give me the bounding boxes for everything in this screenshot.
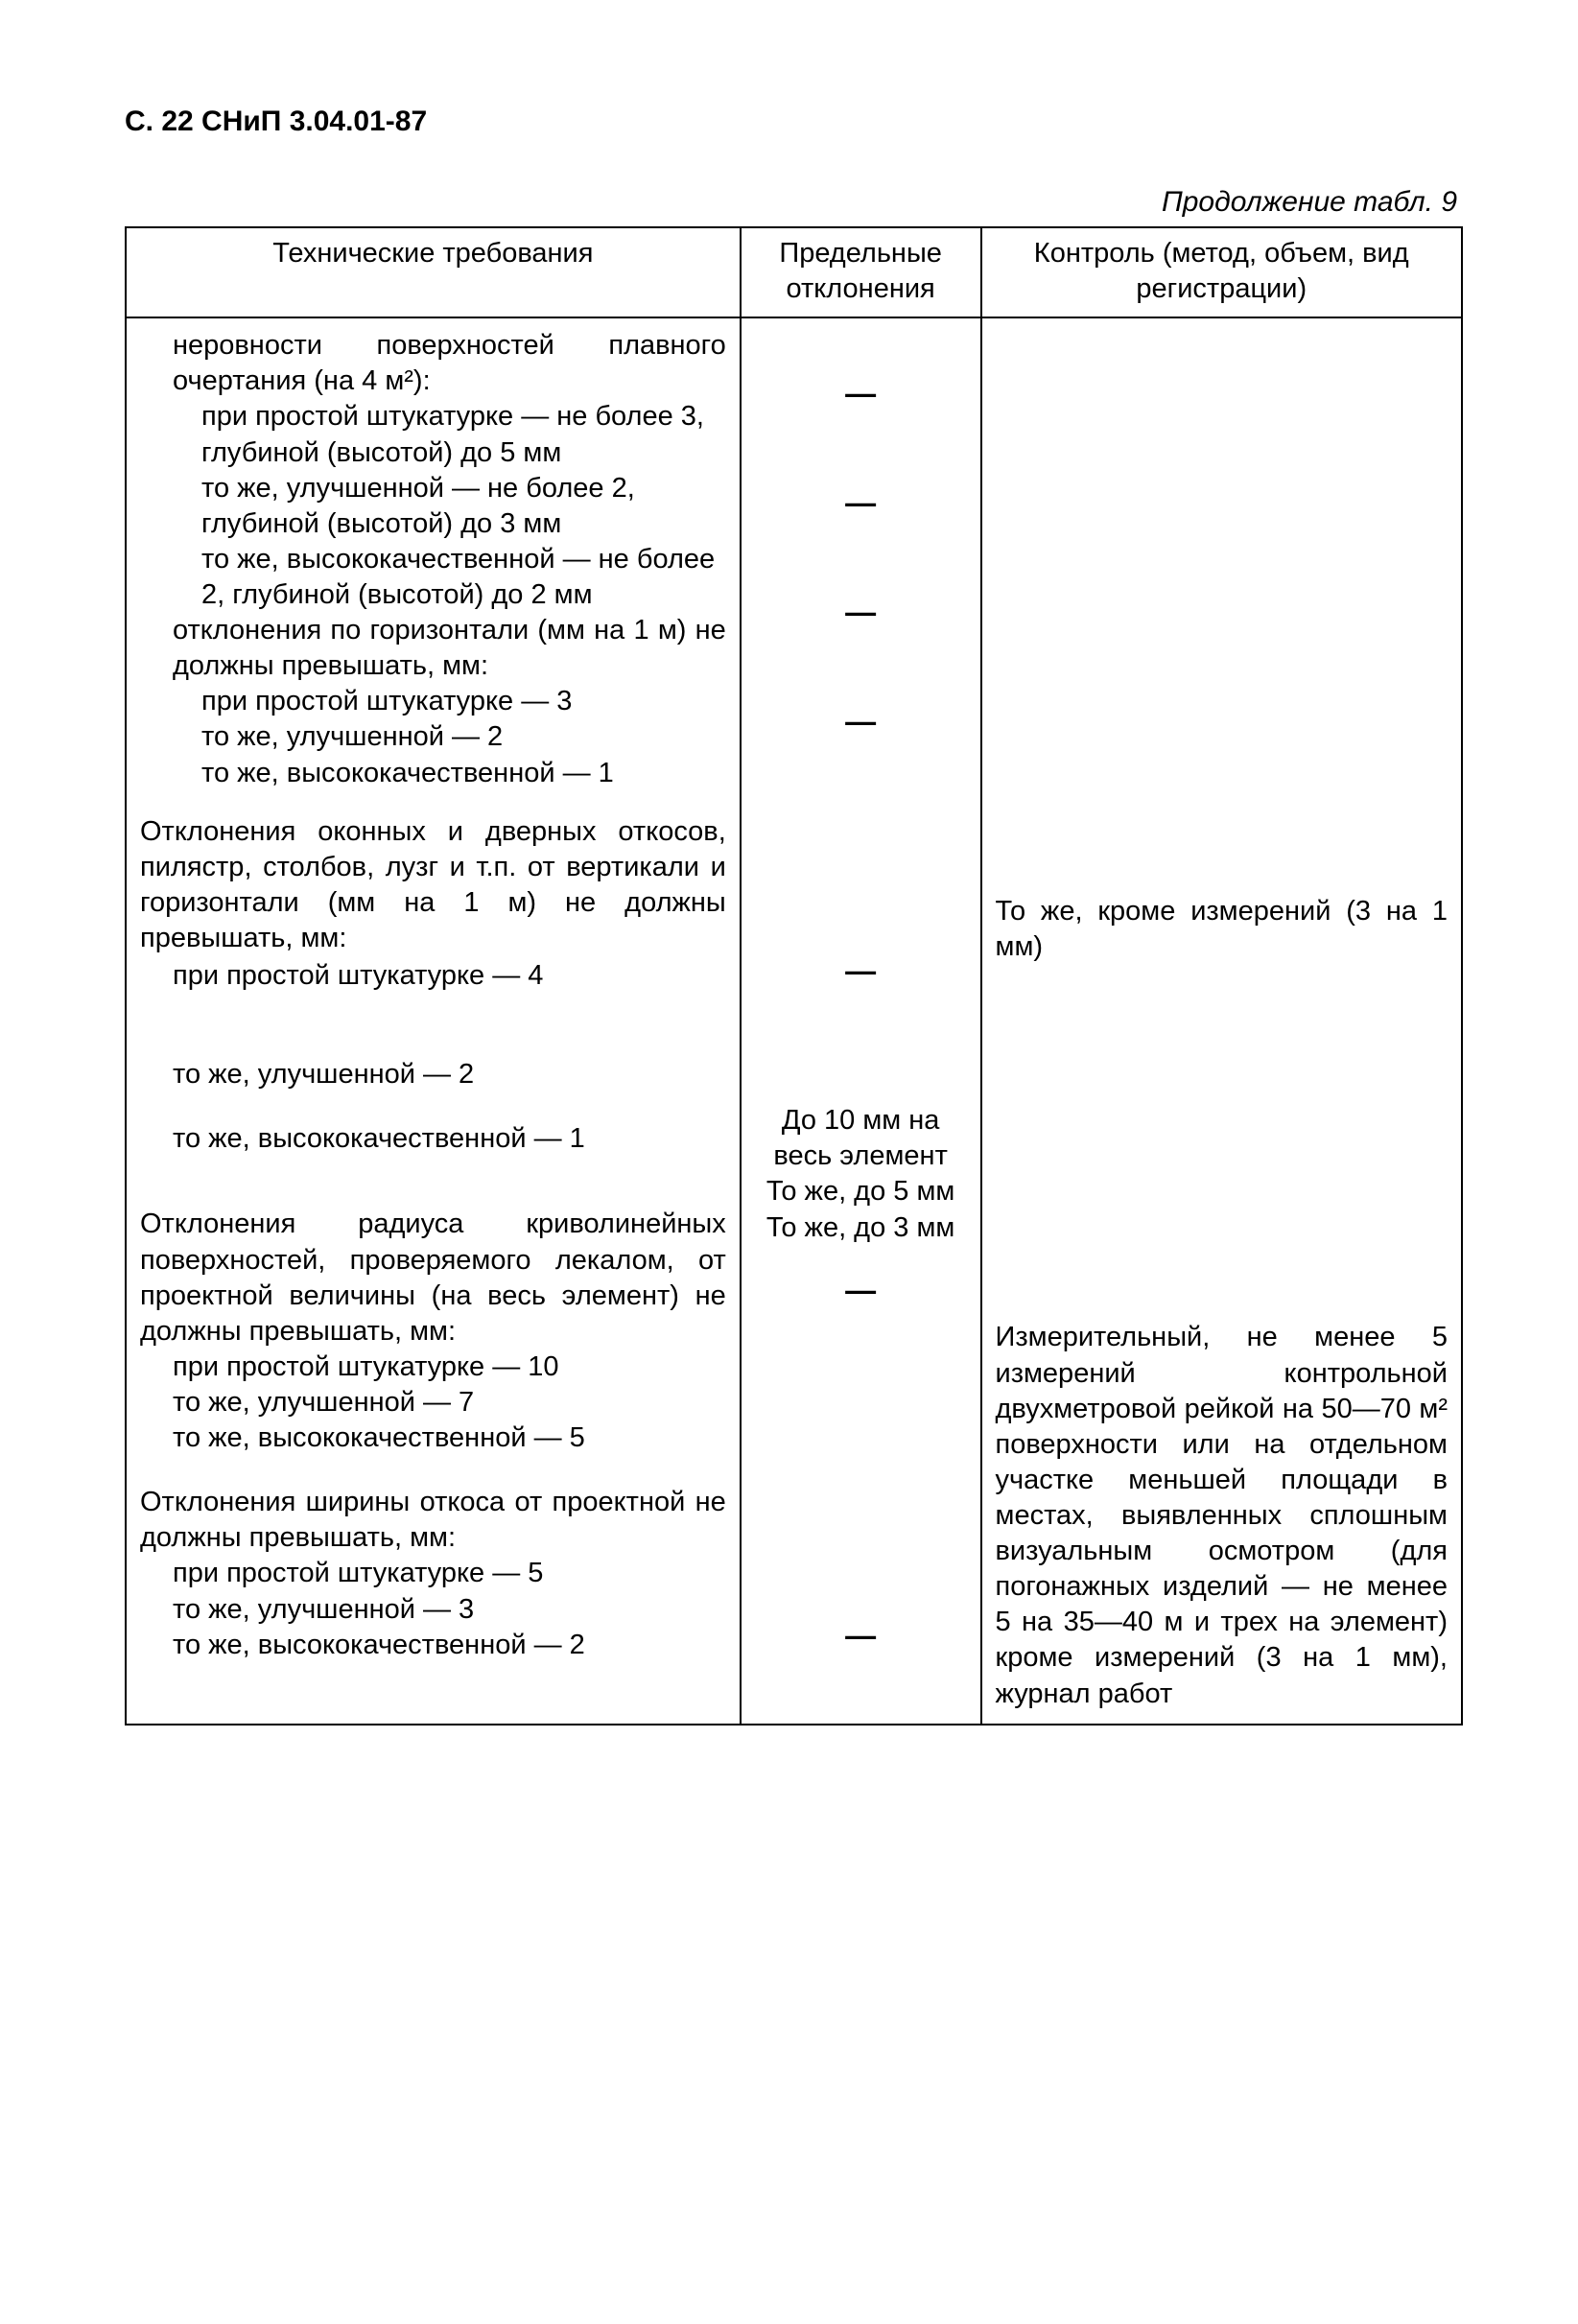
dash-icon: — — [755, 702, 967, 740]
spacer — [755, 740, 967, 951]
req-text: отклонения по горизонтали (мм на 1 м) не… — [140, 613, 726, 684]
req-text: при простой штукатурке — 5 — [140, 1556, 726, 1591]
dash-icon: — — [755, 483, 967, 522]
col-header-requirements: Технические требования — [126, 227, 741, 317]
req-text: то же, высококачественной — 5 — [140, 1420, 726, 1456]
req-text: при простой штукатурке — 4 — [140, 958, 726, 994]
spacer — [755, 990, 967, 1103]
req-block-2: Отклонения оконных и дверных откосов, пи… — [140, 814, 726, 1185]
req-text: то же, высококачественной — 2 — [140, 1628, 726, 1663]
ctrl-text: Измерительный, не менее 5 измерений конт… — [996, 1320, 1448, 1711]
spacer — [755, 522, 967, 593]
cell-requirements: неровности поверхностей плавного очертан… — [126, 317, 741, 1724]
cell-control: То же, кроме измерений (3 на 1 мм) Измер… — [981, 317, 1463, 1724]
req-text: неровности поверхностей плавного очертан… — [140, 328, 726, 399]
col-header-deviations: Предельные отклонения — [741, 227, 981, 317]
req-block-1: неровности поверхностей плавного очертан… — [140, 328, 726, 790]
table-body-row: неровности поверхностей плавного очертан… — [126, 317, 1462, 1724]
req-text: то же, высококачественной — 1 — [140, 756, 726, 791]
dash-icon: — — [755, 593, 967, 631]
req-text: то же, высококачественной — не более 2, … — [140, 542, 726, 613]
dev-stack: — — — — — До 10 мм на весь элемент То же… — [755, 328, 967, 1654]
spacer — [140, 1456, 726, 1485]
req-text: Отклонения оконных и дверных откосов, пи… — [140, 814, 726, 956]
table-caption: Продолжение табл. 9 — [125, 186, 1463, 219]
cell-deviations: — — — — — До 10 мм на весь элемент То же… — [741, 317, 981, 1724]
req-text: при простой штукатурке — не более 3, глу… — [140, 399, 726, 470]
col-header-control: Контроль (метод, объем, вид регистрации) — [981, 227, 1463, 317]
spacer — [996, 965, 1448, 1320]
spacer — [140, 1157, 726, 1184]
req-text: Отклонения ширины откоса от проектной не… — [140, 1485, 726, 1556]
spacer — [755, 1309, 967, 1616]
page-header: С. 22 СНиП 3.04.01-87 — [125, 106, 1463, 138]
req-text: то же, высококачественной — 1 — [140, 1121, 726, 1157]
req-block-3: Отклонения радиуса криволинейных поверхн… — [140, 1207, 726, 1662]
req-text: Отклонения радиуса криволинейных поверхн… — [140, 1207, 726, 1349]
ctrl-text: То же, кроме измерений (3 на 1 мм) — [996, 894, 1448, 965]
requirements-table: Технические требования Предельные отклон… — [125, 226, 1463, 1725]
spacer — [755, 1246, 967, 1271]
req-text: при простой штукатурке — 10 — [140, 1350, 726, 1385]
dash-icon: — — [755, 1271, 967, 1309]
req-text: то же, улучшенной — не более 2, глубиной… — [140, 471, 726, 542]
req-text: то же, улучшенной — 2 — [140, 1057, 726, 1092]
spacer — [755, 412, 967, 483]
spacer — [996, 328, 1448, 894]
spacer — [755, 328, 967, 374]
dash-icon: — — [755, 374, 967, 412]
dev-text: То же, до 3 мм — [755, 1210, 967, 1246]
spacer — [755, 631, 967, 702]
spacer — [140, 994, 726, 1057]
dash-icon: — — [755, 1616, 967, 1655]
req-text: то же, улучшенной — 2 — [140, 719, 726, 755]
dev-text: То же, до 5 мм — [755, 1174, 967, 1209]
table-header-row: Технические требования Предельные отклон… — [126, 227, 1462, 317]
dash-icon: — — [755, 951, 967, 990]
req-text: при простой штукатурке — 3 — [140, 684, 726, 719]
spacer — [140, 1092, 726, 1121]
req-text: то же, улучшенной — 3 — [140, 1592, 726, 1628]
dev-text: До 10 мм на весь элемент — [755, 1103, 967, 1174]
req-text: то же, улучшенной — 7 — [140, 1385, 726, 1420]
